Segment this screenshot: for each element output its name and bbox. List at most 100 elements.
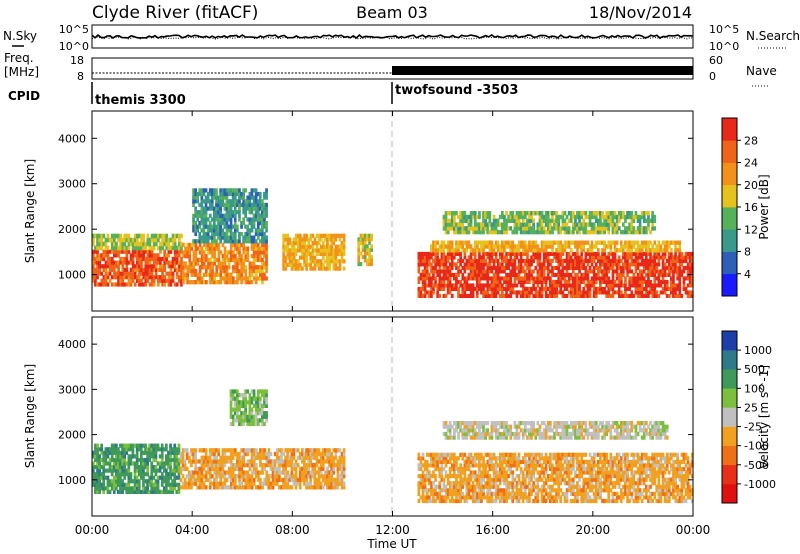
heatmap-cell: [538, 279, 542, 284]
heatmap-cell: [622, 222, 625, 227]
heatmap-cell: [284, 248, 288, 253]
heatmap-cell: [169, 450, 172, 455]
heatmap-cell: [288, 463, 292, 468]
heatmap-cell: [196, 239, 199, 244]
heatmap-cell: [534, 265, 538, 270]
heatmap-cell: [219, 455, 223, 460]
heatmap-cell: [278, 477, 281, 483]
heatmap-cell: [307, 459, 310, 464]
heatmap-cell: [330, 455, 333, 460]
heatmap-cell: [135, 486, 139, 491]
heatmap-cell: [169, 482, 172, 487]
heatmap-cell: [498, 244, 502, 249]
heatmap-cell: [465, 248, 469, 253]
heatmap-cell: [638, 269, 642, 274]
heatmap-cell: [419, 463, 423, 468]
heatmap-cell: [594, 279, 598, 284]
heatmap-cell: [659, 272, 663, 277]
heatmap-cell: [100, 256, 104, 262]
heatmap-cell: [108, 461, 112, 466]
heatmap-cell: [501, 251, 504, 256]
heatmap-cell: [428, 255, 431, 260]
heatmap-cell: [256, 231, 260, 237]
heatmap-cell: [578, 240, 581, 245]
heatmap-cell: [453, 226, 456, 231]
heatmap-cell: [332, 255, 336, 260]
heatmap-cell: [678, 286, 682, 291]
heatmap-cell: [484, 222, 487, 227]
heatmap-cell: [231, 231, 235, 237]
heatmap-cell: [296, 448, 300, 453]
heatmap-cell: [630, 214, 634, 220]
heatmap-cell: [96, 233, 99, 239]
heatmap-cell: [615, 218, 619, 223]
heatmap-cell: [653, 240, 657, 245]
heatmap-cell: [594, 290, 598, 295]
heatmap-cell: [670, 276, 673, 281]
heatmap-cell: [242, 470, 246, 475]
heatmap-cell: [246, 414, 250, 419]
heatmap-cell: [263, 265, 266, 270]
heatmap-cell: [557, 229, 561, 235]
heatmap-cell: [273, 451, 277, 457]
heatmap-cell: [157, 245, 160, 251]
heatmap-cell: [501, 211, 504, 216]
heatmap-cell: [282, 459, 285, 464]
heatmap-cell: [221, 268, 225, 274]
heatmap-cell: [196, 199, 199, 204]
heatmap-cell: [173, 447, 177, 452]
heatmap-cell: [98, 475, 101, 480]
heatmap-cell: [115, 447, 118, 452]
heatmap-cell: [438, 244, 442, 249]
heatmap-cell: [119, 271, 122, 276]
heatmap-cell: [342, 237, 346, 242]
heatmap-cell: [530, 214, 533, 220]
heatmap-cell: [530, 255, 533, 260]
heatmap-cell: [238, 261, 241, 266]
heatmap-cell: [672, 293, 675, 298]
heatmap-cell: [507, 214, 510, 220]
heatmap-cell: [419, 262, 423, 267]
heatmap-cell: [258, 418, 262, 423]
heatmap-cell: [244, 403, 247, 408]
heatmap-cell: [131, 454, 135, 459]
heatmap-cell: [480, 269, 483, 274]
heatmap-cell: [200, 250, 204, 255]
heatmap-cell: [440, 269, 444, 274]
heatmap-cell: [219, 202, 222, 207]
heatmap-cell: [620, 244, 623, 249]
heatmap-cell: [227, 210, 231, 215]
heatmap-cell: [670, 255, 673, 260]
heatmap-cell: [102, 278, 106, 283]
heatmap-cell: [244, 188, 247, 193]
heatmap-cell: [676, 265, 679, 270]
heatmap-cell: [265, 474, 269, 479]
heatmap-cell: [238, 202, 241, 207]
heatmap-cell: [250, 206, 254, 211]
heatmap-cell: [498, 293, 502, 298]
heatmap-cell: [282, 477, 285, 483]
heatmap-cell: [301, 451, 304, 457]
heatmap-cell: [463, 293, 467, 298]
heatmap-cell: [634, 214, 638, 220]
heatmap-cell: [476, 229, 479, 235]
heatmap-cell: [582, 272, 586, 277]
heatmap-cell: [129, 237, 133, 243]
heatmap-cell: [135, 443, 139, 448]
heatmap-cell: [428, 283, 431, 288]
heatmap-cell: [569, 240, 573, 245]
heatmap-cell: [198, 448, 202, 453]
heatmap-cell: [645, 229, 648, 235]
heatmap-cell: [221, 466, 225, 471]
heatmap-cell: [315, 251, 319, 257]
heatmap-cell: [284, 266, 288, 271]
heatmap-cell: [194, 257, 198, 262]
heatmap-cell: [480, 244, 483, 249]
heatmap-cell: [284, 466, 287, 471]
heatmap-cell: [322, 248, 325, 253]
heatmap-cell: [198, 257, 202, 262]
heatmap-cell: [138, 260, 141, 265]
heatmap-cell: [150, 271, 154, 276]
heatmap-cell: [668, 255, 671, 260]
heatmap-cell: [419, 456, 423, 461]
